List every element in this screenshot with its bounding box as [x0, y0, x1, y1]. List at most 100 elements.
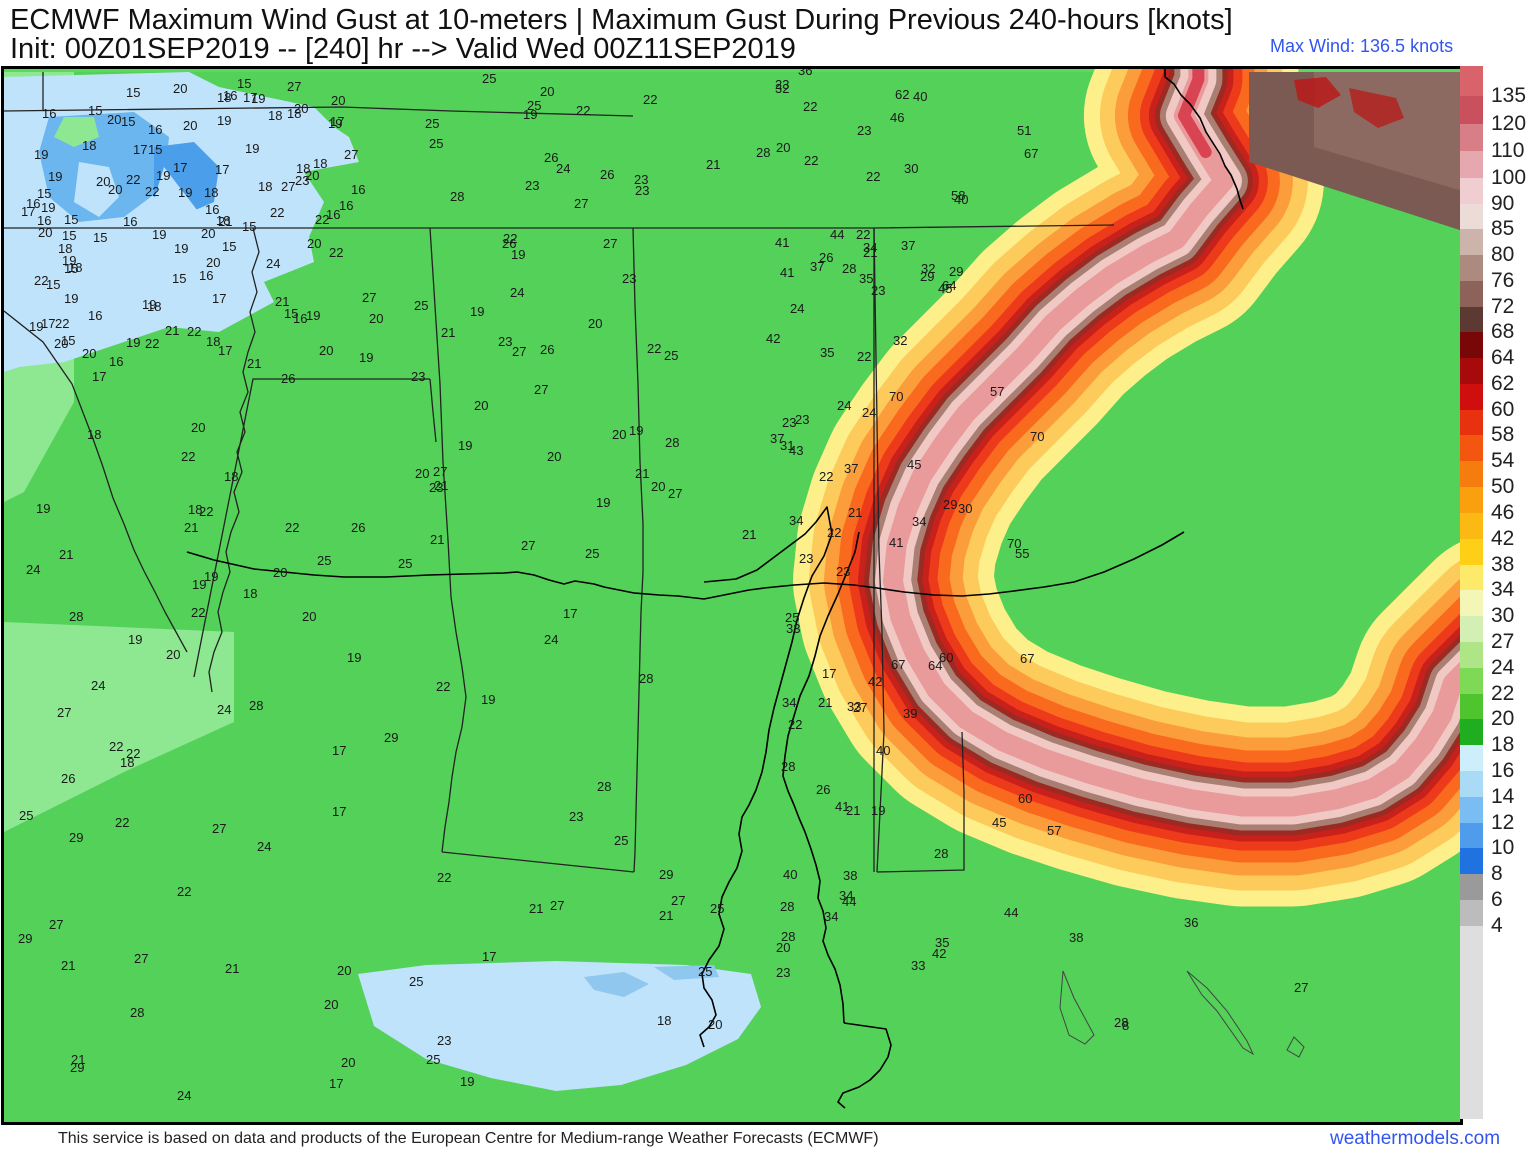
- svg-text:21: 21: [529, 901, 543, 916]
- svg-text:55: 55: [1015, 546, 1029, 561]
- svg-text:18: 18: [216, 213, 230, 228]
- svg-text:27: 27: [512, 344, 526, 359]
- svg-text:21: 21: [225, 961, 239, 976]
- svg-text:22: 22: [199, 504, 213, 519]
- svg-text:20: 20: [302, 609, 316, 624]
- svg-text:17: 17: [563, 606, 577, 621]
- svg-text:33: 33: [847, 699, 861, 714]
- svg-text:23: 23: [498, 334, 512, 349]
- svg-text:20: 20: [191, 420, 205, 435]
- svg-text:19: 19: [29, 319, 43, 334]
- svg-text:20: 20: [273, 565, 287, 580]
- svg-text:24: 24: [837, 398, 851, 413]
- svg-text:18: 18: [258, 179, 272, 194]
- svg-text:22: 22: [576, 103, 590, 118]
- svg-text:20: 20: [201, 226, 215, 241]
- svg-text:22: 22: [643, 92, 657, 107]
- svg-text:19: 19: [359, 350, 373, 365]
- svg-text:23: 23: [437, 1033, 451, 1048]
- svg-text:22: 22: [436, 679, 450, 694]
- svg-text:19: 19: [629, 423, 643, 438]
- svg-text:15: 15: [237, 76, 251, 91]
- svg-text:16: 16: [42, 106, 56, 121]
- svg-text:19: 19: [36, 501, 50, 516]
- svg-text:29: 29: [70, 1060, 84, 1075]
- svg-text:25: 25: [482, 71, 496, 86]
- svg-text:19: 19: [48, 169, 62, 184]
- svg-text:16: 16: [123, 214, 137, 229]
- svg-text:21: 21: [635, 466, 649, 481]
- svg-text:25: 25: [710, 901, 724, 916]
- svg-text:20: 20: [337, 963, 351, 978]
- svg-text:15: 15: [126, 85, 140, 100]
- svg-text:20: 20: [331, 93, 345, 108]
- svg-text:25: 25: [527, 98, 541, 113]
- svg-text:26: 26: [351, 520, 365, 535]
- svg-text:21: 21: [742, 527, 756, 542]
- svg-text:20: 20: [307, 236, 321, 251]
- svg-text:70: 70: [1030, 429, 1044, 444]
- svg-text:21: 21: [184, 520, 198, 535]
- svg-text:28: 28: [781, 759, 795, 774]
- svg-text:22: 22: [34, 273, 48, 288]
- svg-text:18: 18: [243, 586, 257, 601]
- svg-text:39: 39: [903, 706, 917, 721]
- svg-text:22: 22: [145, 336, 159, 351]
- svg-text:16: 16: [339, 198, 353, 213]
- svg-text:25: 25: [698, 964, 712, 979]
- svg-text:23: 23: [795, 412, 809, 427]
- svg-text:32: 32: [775, 81, 789, 96]
- svg-text:22: 22: [647, 341, 661, 356]
- svg-text:41: 41: [775, 235, 789, 250]
- svg-text:20: 20: [369, 311, 383, 326]
- svg-text:19: 19: [41, 200, 55, 215]
- svg-text:23: 23: [635, 183, 649, 198]
- svg-text:22: 22: [115, 815, 129, 830]
- svg-text:22: 22: [315, 212, 329, 227]
- svg-text:18: 18: [287, 106, 301, 121]
- svg-text:22: 22: [181, 449, 195, 464]
- svg-text:41: 41: [780, 265, 794, 280]
- svg-text:22: 22: [187, 324, 201, 339]
- svg-text:20: 20: [173, 81, 187, 96]
- svg-text:27: 27: [433, 464, 447, 479]
- svg-text:19: 19: [174, 241, 188, 256]
- svg-text:22: 22: [804, 153, 818, 168]
- svg-text:25: 25: [414, 298, 428, 313]
- svg-text:57: 57: [990, 384, 1004, 399]
- svg-text:21: 21: [59, 547, 73, 562]
- svg-text:57: 57: [1047, 823, 1061, 838]
- svg-text:28: 28: [69, 609, 83, 624]
- svg-text:22: 22: [437, 870, 451, 885]
- svg-text:18: 18: [87, 427, 101, 442]
- svg-text:23: 23: [429, 480, 443, 495]
- svg-text:34: 34: [782, 695, 796, 710]
- svg-text:34: 34: [912, 514, 926, 529]
- svg-text:16: 16: [199, 268, 213, 283]
- svg-text:19: 19: [192, 577, 206, 592]
- svg-text:25: 25: [426, 1052, 440, 1067]
- svg-text:24: 24: [257, 839, 271, 854]
- svg-text:27: 27: [521, 538, 535, 553]
- svg-text:20: 20: [183, 118, 197, 133]
- svg-text:19: 19: [126, 335, 140, 350]
- svg-text:27: 27: [362, 290, 376, 305]
- svg-text:24: 24: [26, 562, 40, 577]
- svg-text:28: 28: [249, 698, 263, 713]
- svg-text:36: 36: [1184, 915, 1198, 930]
- svg-text:22: 22: [857, 349, 871, 364]
- svg-text:24: 24: [510, 285, 524, 300]
- svg-text:28: 28: [756, 145, 770, 160]
- svg-text:34: 34: [863, 240, 877, 255]
- svg-text:15: 15: [242, 219, 256, 234]
- svg-text:34: 34: [839, 888, 853, 903]
- svg-text:20: 20: [612, 427, 626, 442]
- svg-text:22: 22: [788, 717, 802, 732]
- svg-text:17: 17: [332, 743, 346, 758]
- svg-text:18: 18: [82, 138, 96, 153]
- svg-text:16: 16: [351, 182, 365, 197]
- svg-text:22: 22: [819, 469, 833, 484]
- svg-text:45: 45: [938, 281, 952, 296]
- svg-text:15: 15: [172, 271, 186, 286]
- svg-text:22: 22: [55, 316, 69, 331]
